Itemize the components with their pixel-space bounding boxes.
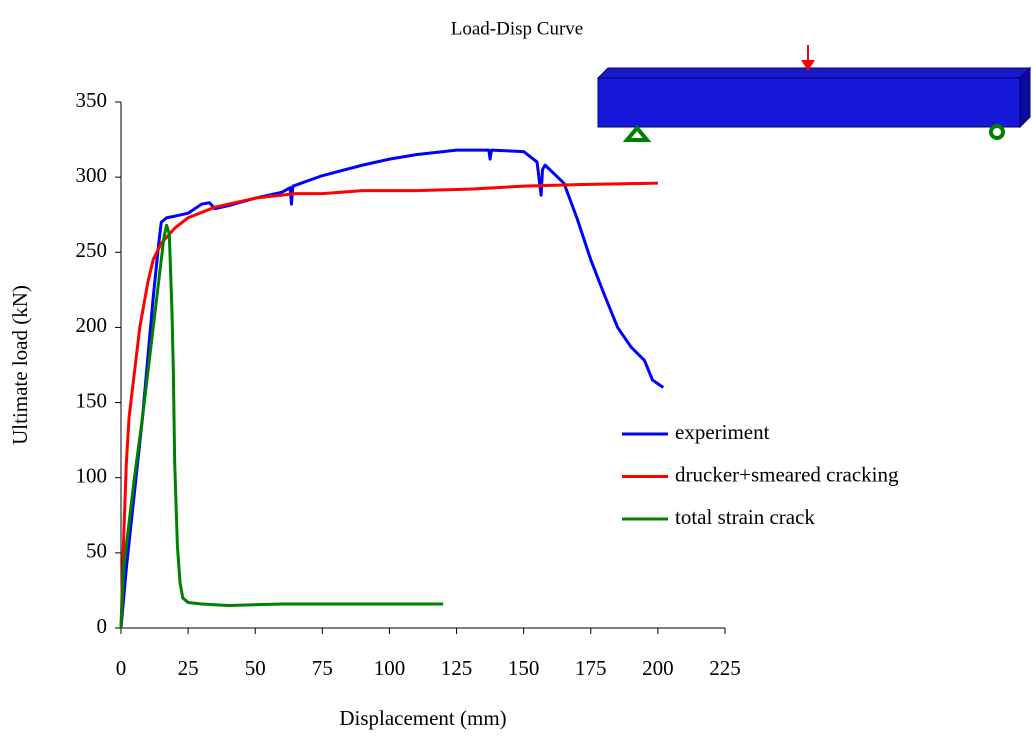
y-tick-label: 100 — [76, 464, 108, 488]
series-line — [121, 183, 658, 628]
page: {"chart_data": { "type": "line", "title"… — [0, 0, 1034, 740]
series-line — [121, 225, 443, 628]
chart: Load-Disp Curve Displacement (mm) Ultima… — [0, 0, 1034, 740]
x-tick-label: 125 — [441, 656, 473, 680]
y-tick-label: 50 — [86, 539, 107, 563]
y-tick-label: 350 — [76, 88, 108, 112]
x-tick-label: 150 — [508, 656, 540, 680]
beam-inset — [598, 45, 1030, 140]
chart-title: Load-Disp Curve — [451, 18, 583, 39]
series-line — [121, 150, 663, 628]
x-tick-label: 200 — [642, 656, 674, 680]
x-tick-label: 225 — [709, 656, 741, 680]
y-tick-label: 300 — [76, 163, 108, 187]
y-axis-label: Ultimate load (kN) — [8, 285, 32, 445]
x-tick-label: 100 — [374, 656, 406, 680]
x-axis-label: Displacement (mm) — [339, 706, 506, 730]
legend-label: total strain crack — [675, 505, 815, 529]
y-tick-label: 150 — [76, 388, 108, 412]
y-tick-label: 200 — [76, 313, 108, 337]
x-tick-label: 175 — [575, 656, 607, 680]
x-tick-label: 0 — [116, 656, 127, 680]
x-tick-label: 25 — [178, 656, 199, 680]
x-tick-label: 50 — [245, 656, 266, 680]
legend-label: drucker+smeared cracking — [675, 462, 899, 486]
legend-label: experiment — [675, 420, 770, 444]
y-tick-label: 250 — [76, 238, 108, 262]
x-tick-label: 75 — [312, 656, 333, 680]
y-tick-label: 0 — [97, 614, 108, 638]
